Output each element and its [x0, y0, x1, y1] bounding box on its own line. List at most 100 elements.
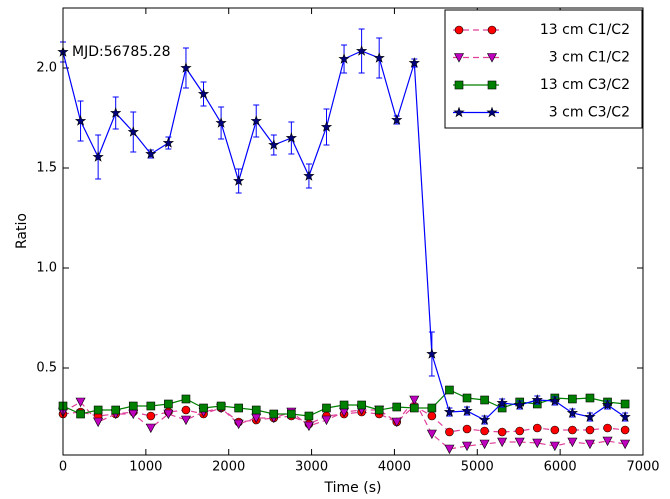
x-axis-label: Time (s) [324, 480, 382, 496]
data-point [514, 437, 525, 448]
data-point [145, 148, 157, 159]
data-point [549, 395, 561, 406]
data-point [409, 395, 420, 406]
data-point [233, 175, 245, 186]
x-tick-label: 7000 [626, 460, 659, 475]
legend-marker [453, 106, 465, 118]
data-point [93, 417, 104, 428]
data-point [602, 436, 613, 447]
data-point [76, 409, 85, 419]
data-point [462, 424, 472, 434]
data-point [162, 137, 175, 148]
data-point [603, 423, 612, 433]
legend-marker [454, 25, 464, 35]
data-point [181, 405, 191, 415]
data-point [216, 401, 226, 411]
legend-marker [487, 25, 497, 35]
data-point [568, 425, 577, 435]
data-point [145, 423, 156, 434]
data-point [427, 411, 437, 421]
data-point [304, 411, 314, 421]
data-point [320, 121, 333, 132]
data-point [287, 409, 296, 419]
annotation: MJD:56785.28 [72, 44, 171, 60]
data-point [391, 417, 402, 428]
data-point [585, 425, 595, 435]
data-point [75, 397, 86, 408]
data-point [462, 441, 473, 452]
data-point [426, 348, 438, 359]
y-tick-label: 2.0 [36, 61, 57, 76]
legend-marker [487, 53, 497, 63]
data-point [620, 425, 630, 435]
data-point [549, 441, 560, 452]
data-point [550, 425, 560, 435]
data-point [339, 400, 349, 410]
data-point [585, 393, 595, 403]
data-point [408, 57, 420, 68]
data-point [480, 395, 489, 405]
data-point [444, 444, 455, 455]
data-point [357, 400, 366, 410]
data-point [234, 403, 243, 413]
data-point [445, 385, 454, 395]
legend-marker [486, 106, 498, 118]
data-point [443, 406, 456, 417]
data-point [532, 423, 542, 433]
data-point [163, 409, 174, 420]
data-point [322, 403, 331, 413]
x-tick-label: 4000 [378, 460, 411, 475]
data-point [303, 170, 315, 181]
data-point [128, 401, 138, 411]
data-point [355, 45, 368, 56]
x-tick-label: 0 [59, 460, 67, 475]
data-point [303, 421, 314, 432]
data-point [497, 437, 508, 448]
data-point [146, 411, 156, 421]
data-point [532, 438, 543, 449]
data-point [268, 139, 280, 150]
data-point [199, 403, 208, 413]
data-point [285, 132, 297, 143]
data-point [515, 426, 525, 436]
data-point [181, 394, 191, 404]
data-point [251, 405, 261, 415]
data-point [374, 405, 384, 415]
legend-marker [454, 80, 464, 90]
data-point [373, 52, 385, 63]
data-point [619, 411, 631, 422]
data-point [461, 405, 473, 416]
data-point [180, 415, 191, 426]
data-point [584, 439, 595, 450]
data-point [479, 439, 490, 450]
data-point [392, 402, 402, 412]
data-point [531, 394, 543, 405]
data-point [197, 88, 210, 99]
legend-label: 13 cm C3/C2 [540, 77, 630, 93]
y-tick-label: 1.0 [36, 261, 57, 276]
data-point [269, 409, 279, 419]
data-point [391, 114, 403, 125]
x-tick-label: 6000 [544, 460, 577, 475]
data-point [462, 393, 472, 403]
data-point [480, 426, 489, 436]
data-point [620, 439, 631, 450]
data-point [127, 126, 139, 137]
data-point [584, 411, 596, 422]
y-tick-label: 0.5 [36, 361, 57, 376]
data-point [568, 394, 577, 404]
legend-label: 3 cm C1/C2 [549, 50, 630, 66]
data-point [426, 429, 437, 440]
legend-label: 13 cm C1/C2 [540, 22, 630, 38]
data-point [164, 399, 173, 409]
y-axis-label: Ratio [14, 213, 30, 249]
data-point [338, 53, 350, 64]
y-tick-label: 1.5 [36, 161, 57, 176]
data-point [566, 407, 579, 418]
plot-frame [62, 7, 644, 456]
data-point [146, 401, 156, 411]
data-point [74, 115, 87, 126]
data-point [478, 414, 491, 425]
data-point [215, 117, 227, 128]
